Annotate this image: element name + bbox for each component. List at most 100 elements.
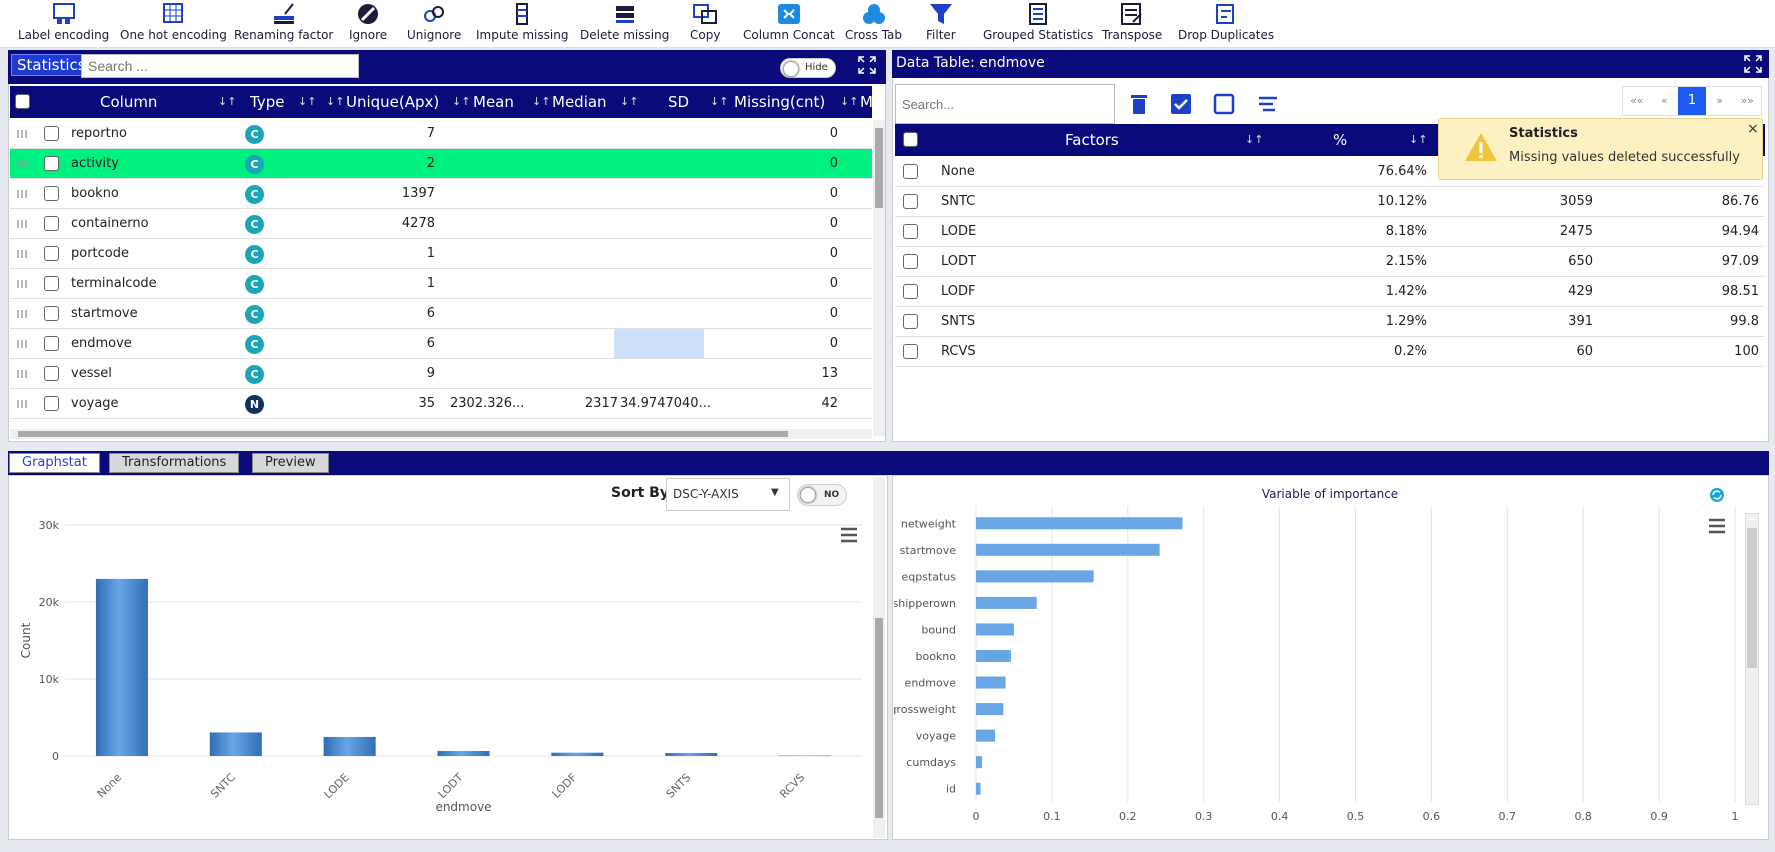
chart-scrollbar[interactable] (873, 478, 885, 838)
row-checkbox[interactable] (903, 254, 918, 269)
pct-header[interactable]: % (1333, 131, 1348, 149)
expand-icon[interactable] (858, 56, 876, 74)
drag-handle-icon[interactable] (17, 220, 29, 228)
data-table-search-input[interactable] (895, 84, 1115, 124)
renaming-factor-button[interactable]: Renaming factor (234, 2, 333, 46)
next-page-button[interactable]: » (1716, 94, 1723, 107)
table-row[interactable]: reportno C 7 0 (10, 119, 872, 149)
sort-icon[interactable]: ↓↑ (452, 95, 471, 108)
select-all-checkbox[interactable] (15, 94, 30, 109)
uncheck-all-icon[interactable] (1213, 93, 1235, 115)
copy-button[interactable]: Copy (690, 2, 720, 46)
missing-header[interactable]: Missing(cnt) (734, 93, 826, 111)
median-header[interactable]: Median (552, 93, 607, 111)
row-checkbox[interactable] (44, 336, 59, 351)
row-checkbox[interactable] (44, 276, 59, 291)
drag-handle-icon[interactable] (17, 310, 29, 318)
row-checkbox[interactable] (44, 186, 59, 201)
row-checkbox[interactable] (44, 126, 59, 141)
table-row[interactable]: containerno C 4278 0 (10, 209, 872, 239)
scroll-thumb[interactable] (875, 618, 883, 818)
more-header[interactable]: Mi (860, 93, 878, 111)
drag-handle-icon[interactable] (17, 370, 29, 378)
first-page-button[interactable]: «« (1630, 94, 1644, 107)
table-row[interactable]: LODT 2.15% 650 97.09 (895, 247, 1765, 277)
type-header[interactable]: Type (250, 93, 285, 111)
sort-icon[interactable]: ↓↑ (326, 95, 345, 108)
row-checkbox[interactable] (903, 314, 918, 329)
check-all-icon[interactable] (1170, 93, 1192, 115)
select-all-checkbox[interactable] (903, 132, 918, 147)
sd-header[interactable]: SD (668, 93, 690, 111)
filter-button[interactable]: Filter (926, 2, 956, 46)
scroll-thumb[interactable] (875, 128, 883, 208)
row-checkbox[interactable] (44, 306, 59, 321)
sort-by-select[interactable]: DSC-Y-AXIS ▼ (666, 478, 790, 511)
grouped-statistics-button[interactable]: Grouped Statistics (983, 2, 1093, 46)
table-row[interactable]: SNTC 10.12% 3059 86.76 (895, 187, 1765, 217)
statistics-search-input[interactable] (81, 54, 359, 78)
sort-icon[interactable]: ↓↑ (298, 95, 317, 108)
factors-header[interactable]: Factors (1065, 131, 1119, 149)
vertical-scrollbar[interactable] (873, 120, 885, 436)
impute-missing-button[interactable]: Impute missing (476, 2, 568, 46)
drop-duplicates-button[interactable]: Drop Duplicates (1178, 2, 1274, 46)
trash-icon[interactable] (1130, 93, 1148, 115)
current-page[interactable]: 1 (1678, 87, 1706, 115)
drag-handle-icon[interactable] (17, 250, 29, 258)
row-checkbox[interactable] (903, 344, 918, 359)
sort-icon[interactable]: ↓↑ (532, 95, 551, 108)
table-row[interactable]: portcode C 1 0 (10, 239, 872, 269)
mean-header[interactable]: Mean (473, 93, 514, 111)
last-page-button[interactable]: »» (1740, 94, 1754, 107)
column-concat-button[interactable]: Column Concat (743, 2, 835, 46)
unique-header[interactable]: Unique(Apx) (346, 93, 440, 111)
scroll-thumb[interactable] (18, 431, 788, 437)
selected-cell[interactable] (614, 329, 704, 358)
drag-handle-icon[interactable] (17, 340, 29, 348)
row-checkbox[interactable] (903, 164, 918, 179)
transpose-button[interactable]: Transpose (1102, 2, 1162, 46)
expand-icon[interactable] (1744, 55, 1762, 73)
sort-icon[interactable]: ↓↑ (840, 95, 859, 108)
importance-scrollbar[interactable] (1745, 513, 1759, 805)
row-checkbox[interactable] (44, 366, 59, 381)
close-icon[interactable]: × (1747, 121, 1759, 137)
table-row[interactable]: RCVS 0.2% 60 100 (895, 337, 1765, 367)
row-checkbox[interactable] (44, 396, 59, 411)
table-row[interactable]: LODF 1.42% 429 98.51 (895, 277, 1765, 307)
scroll-thumb[interactable] (1747, 528, 1757, 668)
tab-transformations[interactable]: Transformations (109, 453, 240, 473)
sort-icon[interactable]: ↓↑ (620, 95, 639, 108)
row-checkbox[interactable] (44, 156, 59, 171)
delete-missing-button[interactable]: Delete missing (580, 2, 669, 46)
hide-toggle[interactable]: Hide (780, 58, 836, 78)
chart-menu-icon[interactable] (840, 527, 858, 543)
drag-handle-icon[interactable] (17, 400, 29, 408)
table-row[interactable]: startmove C 6 0 (10, 299, 872, 329)
row-checkbox[interactable] (903, 194, 918, 209)
row-checkbox[interactable] (44, 246, 59, 261)
sort-icon[interactable]: ↓↑ (1409, 133, 1428, 146)
table-row[interactable]: SNTS 1.29% 391 99.8 (895, 307, 1765, 337)
row-checkbox[interactable] (903, 224, 918, 239)
refresh-icon[interactable] (1709, 487, 1725, 503)
one-hot-encoding-button[interactable]: One hot encoding (120, 2, 227, 46)
sort-toggle[interactable]: NO (797, 484, 847, 506)
table-row[interactable]: endmove C 6 0 (10, 329, 872, 359)
table-row[interactable]: voyage N 35 2302.326... 2317 34.9747040... 42 (10, 389, 872, 419)
row-checkbox[interactable] (44, 216, 59, 231)
unignore-button[interactable]: Unignore (407, 2, 461, 46)
prev-page-button[interactable]: « (1661, 94, 1668, 107)
sort-icon[interactable]: ↓↑ (218, 95, 237, 108)
table-row[interactable]: bookno C 1397 0 (10, 179, 872, 209)
drag-handle-icon[interactable] (17, 130, 29, 138)
table-row[interactable]: activity C 2 0 (10, 149, 872, 179)
cross-tab-button[interactable]: Cross Tab (845, 2, 902, 46)
row-checkbox[interactable] (903, 284, 918, 299)
columns-icon[interactable] (1257, 95, 1279, 113)
table-row[interactable]: terminalcode C 1 0 (10, 269, 872, 299)
table-row[interactable]: vessel C 9 13 (10, 359, 872, 389)
sort-icon[interactable]: ↓↑ (710, 95, 729, 108)
table-row[interactable]: LODE 8.18% 2475 94.94 (895, 217, 1765, 247)
